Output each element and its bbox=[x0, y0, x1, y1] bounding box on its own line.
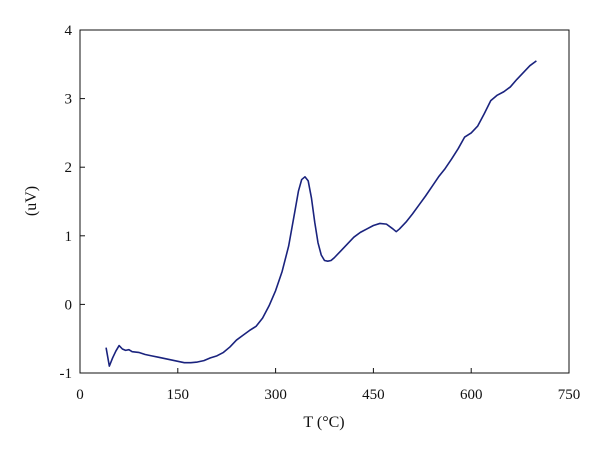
plot-area-frame bbox=[79, 29, 570, 374]
y-tick-label: 4 bbox=[65, 23, 73, 39]
y-tick-label: -1 bbox=[60, 366, 73, 382]
y-tick-label: 1 bbox=[65, 229, 73, 245]
x-tick-label: 450 bbox=[362, 387, 385, 403]
y-axis: -1 0 1 2 3 4 bbox=[60, 23, 85, 382]
series-line bbox=[105, 60, 537, 367]
x-axis-label: T (°C) bbox=[303, 414, 344, 431]
x-tick-label: 750 bbox=[558, 387, 581, 403]
y-tick-label: 3 bbox=[65, 92, 73, 108]
x-axis: 0 150 300 450 600 750 bbox=[76, 368, 580, 403]
x-tick-label: 150 bbox=[167, 387, 190, 403]
y-axis-label: (uV) bbox=[23, 186, 40, 216]
y-tick-label: 0 bbox=[65, 297, 73, 313]
x-tick-label: 300 bbox=[264, 387, 287, 403]
x-tick-label: 0 bbox=[76, 387, 84, 403]
y-tick-label: 2 bbox=[65, 160, 73, 176]
x-tick-label: 600 bbox=[460, 387, 483, 403]
